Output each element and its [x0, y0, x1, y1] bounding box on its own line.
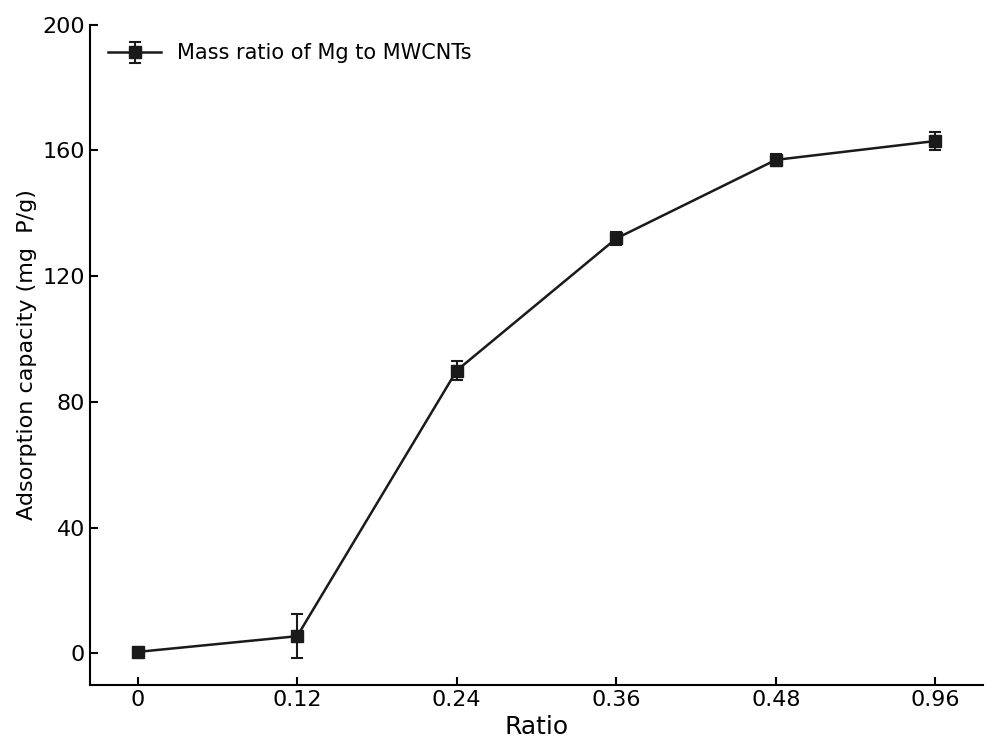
Y-axis label: Adsorption capacity (mg  P/g): Adsorption capacity (mg P/g) — [17, 189, 37, 520]
Legend: Mass ratio of Mg to MWCNTs: Mass ratio of Mg to MWCNTs — [100, 35, 480, 72]
X-axis label: Ratio: Ratio — [504, 715, 569, 739]
